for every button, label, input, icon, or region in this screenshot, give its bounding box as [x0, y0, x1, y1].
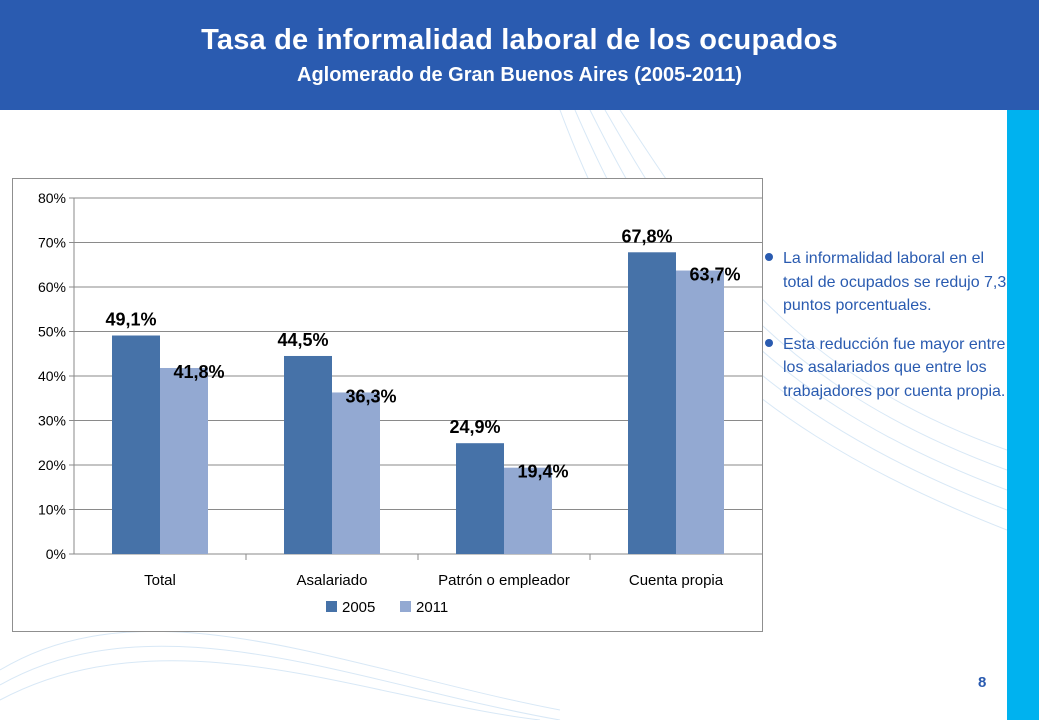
bar-2005 [284, 355, 332, 554]
data-label: 24,9% [449, 417, 500, 437]
y-tick-label: 20% [38, 457, 66, 473]
chart-frame: 0% 10% 20% 30% 40% 50% 60% 70% 80% Total 49,1% 41,8… [12, 178, 763, 632]
bullet-icon [765, 253, 773, 261]
data-label: 36,3% [345, 386, 396, 406]
legend-swatch-2005 [326, 601, 337, 612]
bar-2011 [676, 270, 724, 554]
header-banner: Tasa de informalidad laboral de los ocup… [0, 0, 1039, 110]
note-text: La informalidad laboral en el total de o… [783, 250, 1007, 314]
bar-2011 [332, 392, 380, 554]
y-tick-label: 60% [38, 279, 66, 295]
x-tick-label: Total [144, 572, 176, 589]
y-tick-label: 0% [46, 546, 66, 562]
y-tick-label: 50% [38, 324, 66, 340]
x-tick-label: Asalariado [297, 572, 368, 589]
legend-label: 2005 [342, 599, 375, 616]
y-tick-label: 40% [38, 368, 66, 384]
legend-label: 2011 [416, 599, 448, 616]
notes-list: La informalidad laboral en el total de o… [765, 247, 1010, 418]
x-tick-label: Patrón o empleador [438, 572, 570, 589]
bar-chart: 0% 10% 20% 30% 40% 50% 60% 70% 80% Total 49,1% 41,8… [38, 190, 762, 616]
bar-2005 [456, 443, 504, 554]
data-label: 44,5% [277, 330, 328, 350]
bar-2005 [112, 335, 160, 554]
note-item: La informalidad laboral en el total de o… [765, 247, 1010, 318]
y-tick-label: 10% [38, 502, 66, 518]
data-label: 41,8% [173, 362, 224, 382]
data-label: 19,4% [517, 462, 568, 482]
bar-2011 [504, 467, 552, 554]
data-label: 67,8% [621, 226, 672, 246]
bar-2005 [628, 252, 676, 554]
y-tick-label: 80% [38, 190, 66, 206]
accent-side-bar [1007, 110, 1039, 720]
bullet-icon [765, 338, 773, 347]
note-item: Esta reducción fue mayor entre los asala… [765, 333, 1010, 404]
data-label: 63,7% [689, 265, 740, 285]
legend-swatch-2011 [400, 601, 411, 612]
y-tick-label: 70% [38, 235, 66, 251]
y-tick-label: 30% [38, 413, 66, 429]
data-label: 49,1% [105, 310, 156, 330]
bar-2011 [160, 367, 208, 554]
page-subtitle: Aglomerado de Gran Buenos Aires (2005-20… [297, 64, 742, 86]
x-tick-label: Cuenta propia [629, 572, 724, 589]
page-title: Tasa de informalidad laboral de los ocup… [201, 24, 838, 56]
page-number: 8 [978, 674, 987, 691]
note-text: Esta reducción fue mayor entre los asala… [783, 335, 1006, 400]
